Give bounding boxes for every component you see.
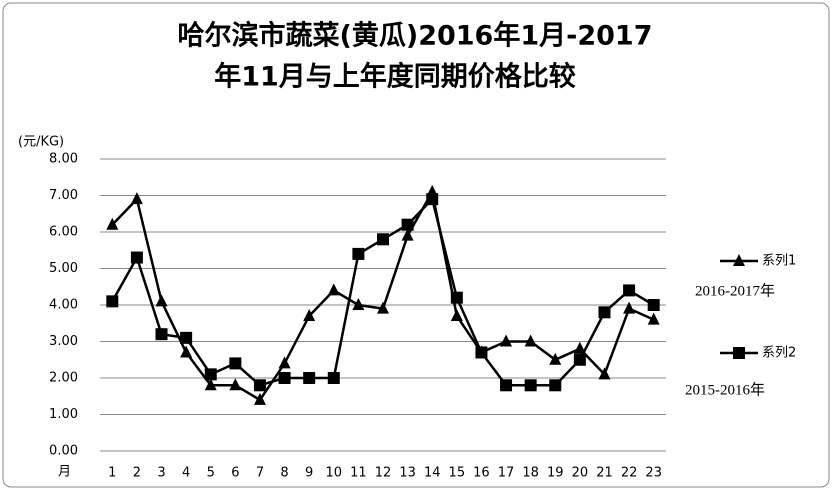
x-tick-label: 15 [449,466,466,481]
point-marker [204,378,217,391]
y-axis-label: (元/KG) [18,135,64,150]
point-marker [500,334,513,347]
x-tick-label: 13 [399,466,416,481]
legend-label: 系列2 [762,346,796,361]
chart-title: 哈尔滨市蔬菜(黄瓜)2016年1月-2017 [178,20,653,52]
y-tick-label: 1.00 [49,407,78,422]
point-marker [377,233,389,246]
y-tick-label: 8.00 [49,152,78,167]
point-marker [327,372,340,384]
point-marker [524,334,537,347]
chart-title: 年11月与上年度同期价格比较 [214,61,576,93]
point-marker [229,378,242,391]
point-marker [475,346,488,359]
point-marker [180,345,193,358]
x-tick-label: 23 [645,466,662,481]
point-marker [426,193,439,206]
y-tick-label: 2.00 [49,371,78,386]
point-marker [352,247,365,260]
x-tick-label: 2 [133,466,141,481]
point-marker [352,298,365,310]
y-tick-label: 4.00 [49,298,78,313]
point-marker [278,356,291,369]
x-tick-label: 8 [280,466,288,481]
x-tick-label: 18 [522,466,539,481]
point-marker [204,368,217,381]
x-tick-label: 14 [424,466,441,481]
point-marker [549,352,562,365]
x-axis-label: 月 [58,465,71,480]
point-marker [253,392,266,405]
point-marker [130,251,143,264]
legend-label: 系列1 [762,254,796,269]
point-marker [180,331,193,344]
point-marker [229,357,242,370]
y-tick-label: 0.00 [49,444,78,459]
x-tick-label: 9 [305,466,313,481]
x-tick-label: 6 [231,466,239,481]
x-tick-label: 3 [157,466,165,481]
point-marker [377,301,389,314]
x-tick-label: 22 [621,466,638,481]
x-tick-label: 1 [108,466,116,481]
point-marker [450,308,463,321]
x-tick-label: 10 [326,466,343,481]
x-tick-label: 21 [596,466,613,481]
annotation: 2016-2017年 [695,282,775,299]
point-marker [623,284,636,297]
point-marker [733,254,745,266]
x-tick-label: 4 [182,466,190,481]
y-tick-label: 6.00 [49,225,78,240]
point-marker [303,372,316,384]
x-tick-label: 11 [350,466,367,481]
point-marker [598,367,611,380]
point-marker [500,379,513,392]
point-marker [623,301,636,314]
point-marker [524,379,537,392]
point-marker [401,228,414,241]
point-marker [573,353,586,366]
point-marker [303,308,316,321]
point-marker [106,217,119,230]
x-tick-label: 12 [375,466,392,481]
point-marker [278,372,291,384]
y-tick-label: 7.00 [49,188,78,203]
x-tick-label: 17 [498,466,515,481]
x-tick-label: 16 [473,466,490,481]
annotation: 2015-2016年 [685,381,765,398]
point-marker [327,283,340,296]
point-marker [130,192,143,205]
x-tick-label: 5 [207,466,215,481]
point-marker [647,312,660,325]
x-tick-label: 7 [256,466,264,481]
point-marker [549,379,562,392]
point-marker [598,306,611,319]
y-tick-label: 3.00 [49,334,78,349]
point-marker [450,291,463,304]
point-marker [155,294,168,307]
point-marker [573,341,586,354]
point-marker [401,218,414,231]
point-marker [733,347,745,359]
point-marker [155,328,168,341]
point-marker [253,379,266,392]
point-marker [106,295,119,308]
x-tick-label: 19 [547,466,564,481]
x-tick-label: 20 [572,466,589,481]
y-tick-label: 5.00 [49,261,78,276]
point-marker [647,299,660,311]
